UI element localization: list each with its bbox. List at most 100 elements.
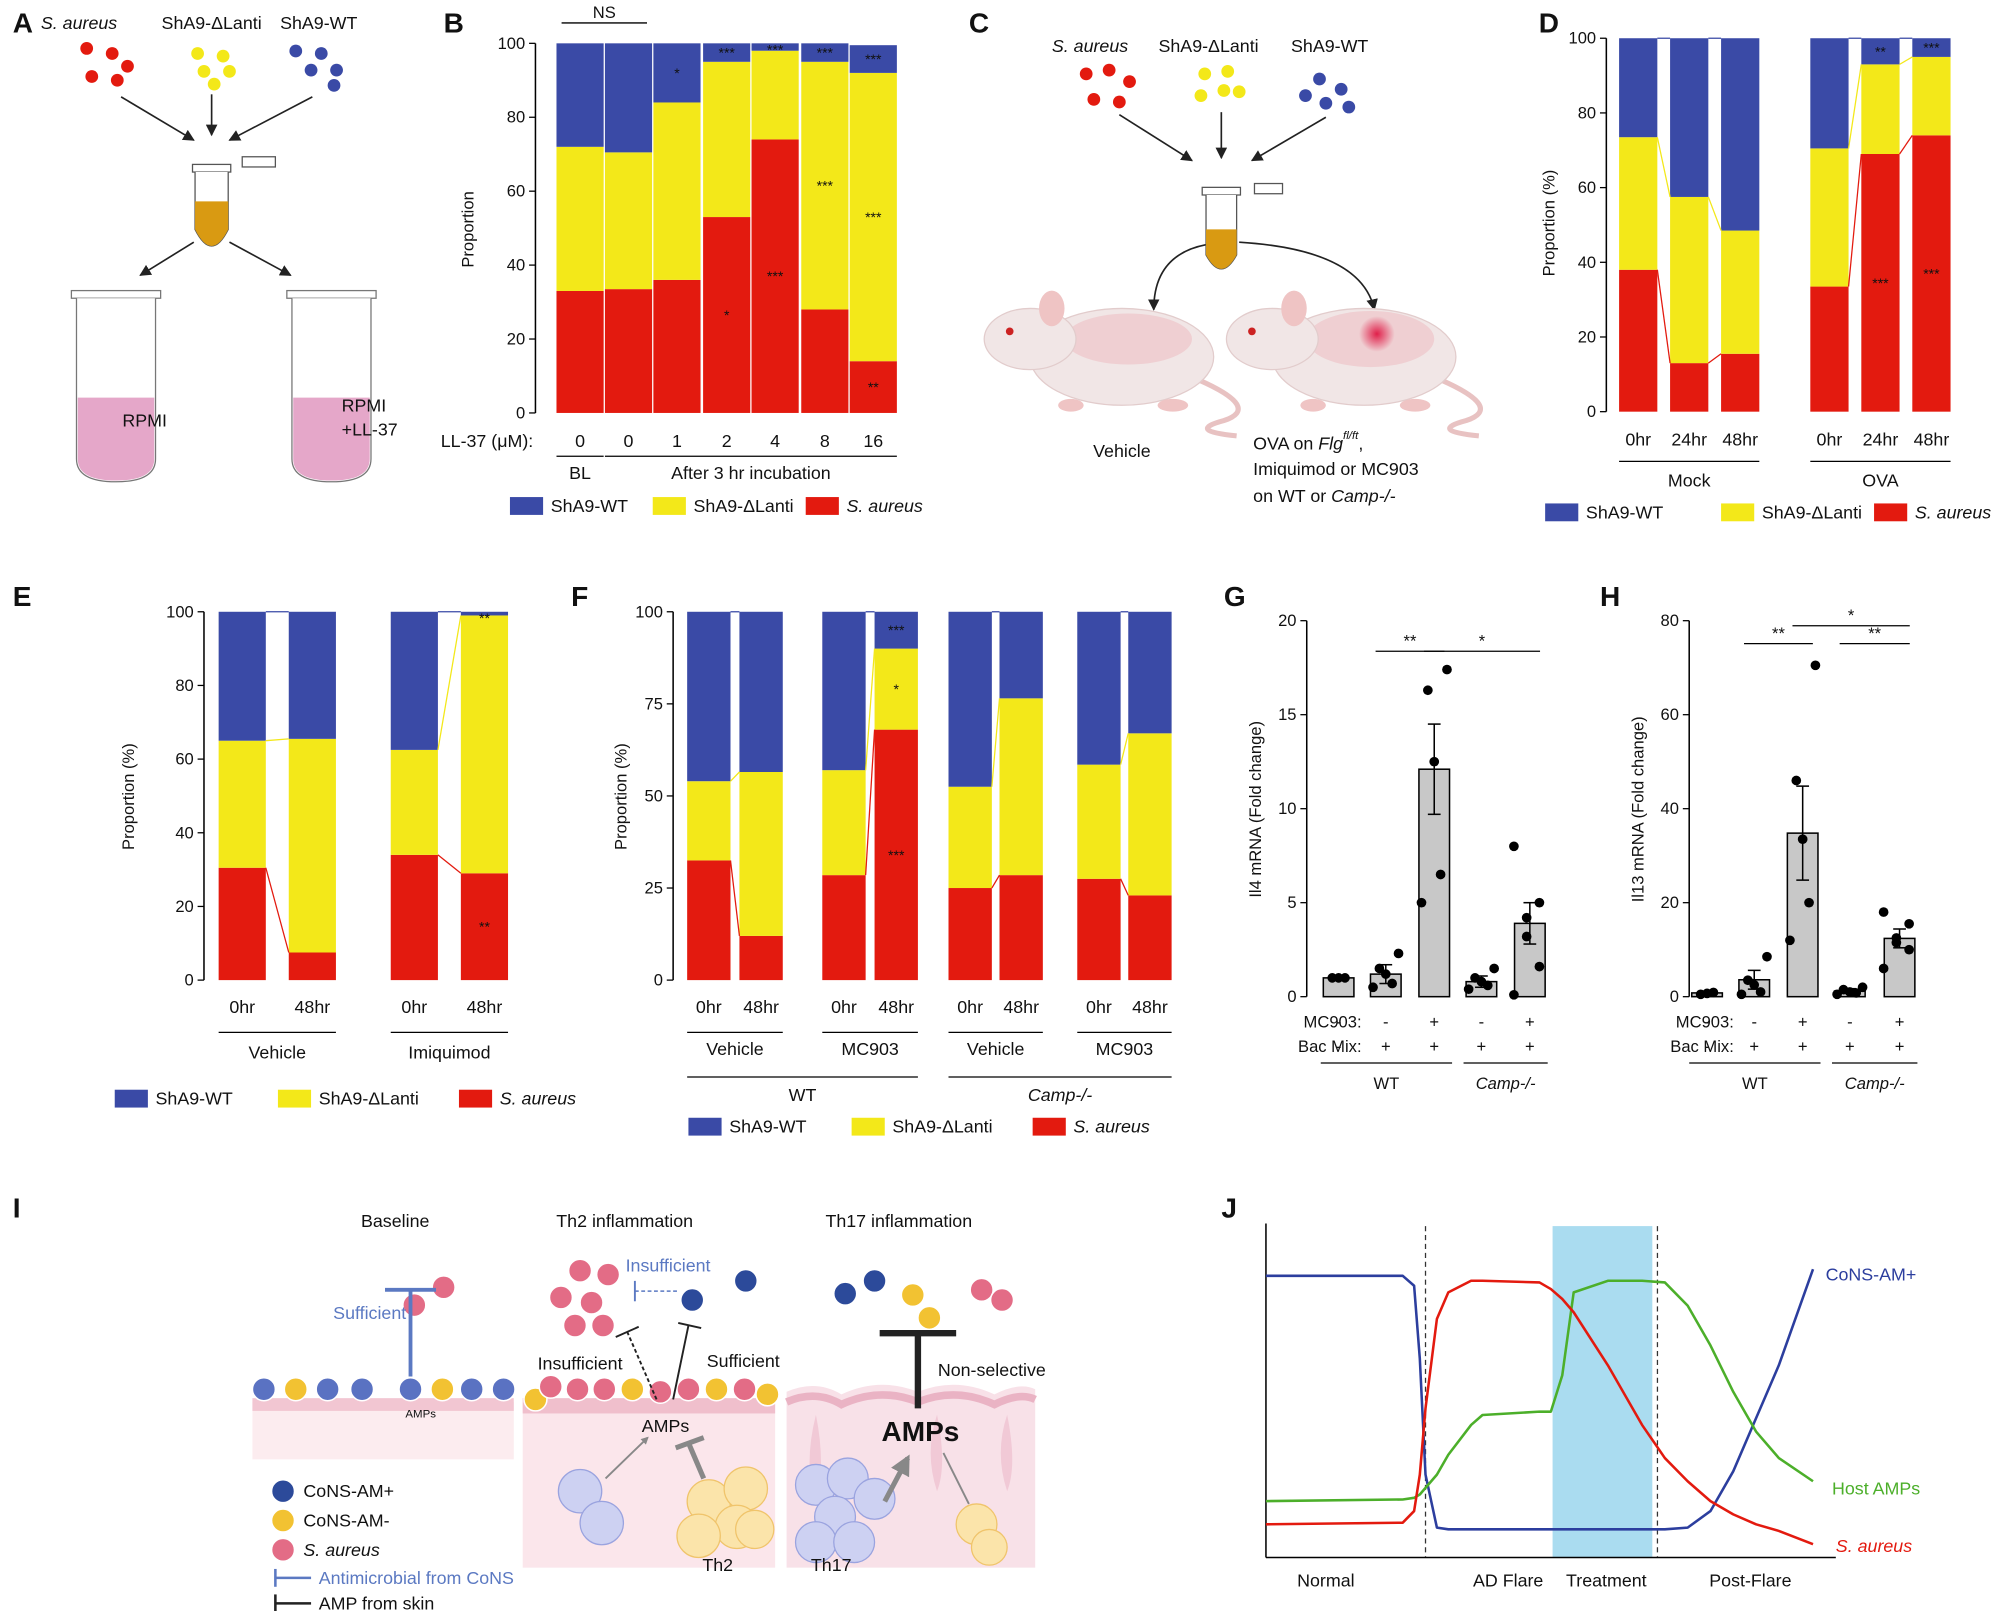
stage-title: Baseline bbox=[361, 1211, 429, 1231]
group-label: Vehicle bbox=[706, 1039, 764, 1059]
error-bar bbox=[1796, 785, 1810, 881]
data-point bbox=[1878, 907, 1889, 917]
bar-segment bbox=[739, 611, 783, 772]
mouse-part bbox=[1157, 398, 1189, 412]
diagram-c-part-part bbox=[1198, 67, 1212, 81]
y-tick-label: 100 bbox=[498, 34, 526, 53]
diagram-c-part-part bbox=[1313, 72, 1326, 86]
legend-label: ShA9-WT bbox=[551, 496, 628, 516]
diagram-i-part-part bbox=[562, 1313, 588, 1338]
bar-segment bbox=[1077, 611, 1121, 765]
diagram-a-part-part bbox=[229, 241, 292, 277]
data-point bbox=[1509, 989, 1519, 1000]
mouse-part bbox=[1281, 290, 1307, 327]
connector bbox=[991, 698, 1001, 787]
mouse-part bbox=[1005, 327, 1014, 336]
bar-segment bbox=[948, 888, 992, 981]
x-tick-label: 0 bbox=[575, 431, 585, 451]
bar-segment bbox=[703, 43, 751, 62]
bar-segment bbox=[849, 45, 897, 73]
diagram-c-part-part bbox=[1299, 89, 1312, 102]
y-tick-label: 10 bbox=[1278, 799, 1296, 818]
diagram-i-part-part bbox=[970, 1528, 1008, 1566]
y-tick-label: 60 bbox=[1661, 705, 1679, 724]
diagram-c-part-part bbox=[1112, 95, 1126, 109]
mouse-part bbox=[1039, 290, 1065, 327]
diagram-i: Baseline Th2 inflammation Th17 inflammat… bbox=[251, 1211, 1046, 1611]
x-tick-label: 1 bbox=[672, 431, 682, 451]
diagram-a: S. aureus ShA9-ΔLanti ShA9-WT RPMI RPMI … bbox=[41, 13, 398, 483]
y-axis-title: Proportion bbox=[458, 191, 477, 267]
condition-symbol: + bbox=[1749, 1037, 1759, 1056]
connector bbox=[1119, 733, 1129, 765]
panel-label: A bbox=[13, 7, 33, 38]
legend-label: S. aureus bbox=[1073, 1117, 1149, 1137]
connector bbox=[865, 648, 876, 771]
legend-swatch bbox=[458, 1089, 493, 1108]
data-point bbox=[1340, 973, 1350, 983]
x-tick-label: 0hr bbox=[1625, 430, 1651, 450]
data-point bbox=[1380, 969, 1391, 979]
bar-segment bbox=[751, 50, 799, 140]
legend-swatch bbox=[277, 1089, 312, 1108]
y-tick-label: 0 bbox=[516, 403, 525, 422]
data-point bbox=[1804, 897, 1814, 908]
bar-segment bbox=[849, 72, 897, 362]
diagram-a-part-part bbox=[121, 59, 134, 73]
y-tick-label: 20 bbox=[175, 897, 193, 916]
row-label: MC903: bbox=[1676, 1013, 1734, 1032]
diagram-i-part-part bbox=[491, 1376, 516, 1402]
y-axis-title: Il13 mRNA (Fold change) bbox=[1629, 716, 1648, 902]
bar-segment bbox=[999, 611, 1043, 699]
data-point bbox=[1878, 963, 1889, 974]
panel-label: B bbox=[444, 7, 464, 38]
condition-symbol: - bbox=[1847, 1013, 1853, 1032]
diagram-i-part-part bbox=[882, 1454, 910, 1503]
group-label: Mock bbox=[1668, 470, 1711, 490]
diagram-c-part bbox=[1194, 65, 1246, 102]
connector bbox=[1707, 196, 1722, 231]
legend-label: ShA9-ΔLanti bbox=[319, 1089, 419, 1109]
x-tick-label: 4 bbox=[770, 431, 780, 451]
x-tick-label: 48hr bbox=[1914, 430, 1950, 450]
y-axis-title: Proportion (%) bbox=[611, 743, 630, 850]
legend-swatch bbox=[1721, 503, 1755, 522]
bar-segment bbox=[1861, 38, 1900, 65]
diagram-a-part-part bbox=[80, 42, 94, 55]
diagram-i-part-part bbox=[565, 1376, 590, 1402]
diagram-i-part-part bbox=[402, 1292, 427, 1318]
connector bbox=[265, 738, 289, 742]
mouse bbox=[1225, 290, 1483, 439]
diagram-i-part-part bbox=[430, 1376, 455, 1402]
y-tick-label: 40 bbox=[175, 823, 193, 842]
data-point bbox=[1429, 756, 1440, 767]
connector bbox=[991, 874, 1001, 889]
data-point bbox=[1904, 944, 1914, 955]
diagram-i-part bbox=[252, 1398, 514, 1411]
bar-segment bbox=[653, 279, 701, 413]
data-point bbox=[1387, 978, 1398, 989]
bar-segment bbox=[1670, 38, 1709, 197]
bar-segment bbox=[604, 289, 653, 413]
x-tick-label: 0hr bbox=[831, 997, 857, 1017]
region-label: Treatment bbox=[1566, 1570, 1647, 1590]
bar-segment bbox=[739, 935, 783, 981]
panel-label: F bbox=[571, 581, 588, 612]
diagram-i-part-part bbox=[900, 1282, 926, 1308]
bar-segment bbox=[687, 611, 731, 782]
condition-label: Imiquimod or MC903 bbox=[1253, 459, 1419, 479]
panel-label: D bbox=[1539, 7, 1559, 38]
bar-segment bbox=[1912, 56, 1951, 136]
data-point bbox=[1521, 912, 1532, 923]
strain-label: S. aureus bbox=[41, 13, 117, 33]
bar-segment bbox=[604, 152, 653, 290]
strain-label: ShA9-ΔLanti bbox=[162, 13, 262, 33]
bar-segment bbox=[687, 781, 731, 861]
y-tick-label: 60 bbox=[175, 750, 193, 769]
diagram-a-part-part bbox=[110, 73, 124, 87]
diagram-i-part-part bbox=[349, 1376, 375, 1402]
legend-label: S. aureus bbox=[847, 496, 923, 516]
bar-segment bbox=[801, 43, 849, 62]
